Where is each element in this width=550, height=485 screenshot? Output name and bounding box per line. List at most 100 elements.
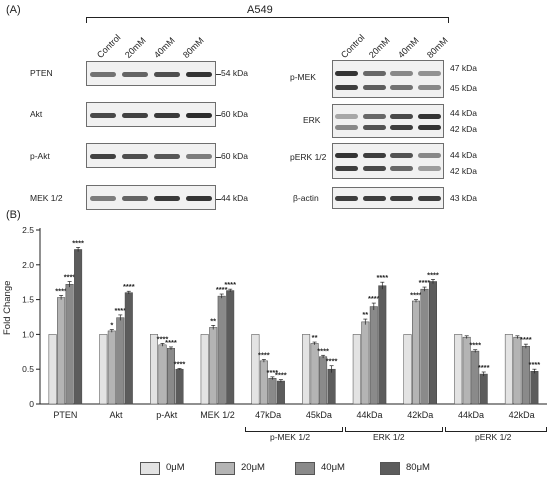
blot-band [362,196,386,201]
bar [150,334,158,405]
bar [479,373,488,405]
bar [226,290,235,405]
western-blot-pten [86,61,216,86]
legend-swatch-0um [140,462,160,475]
significance-label: **** [317,346,329,355]
bar [513,336,522,405]
y-tick-label: 1.5 [22,295,34,305]
blot-label-perk: pERK 1/2 [290,152,327,162]
bar [521,345,530,405]
cell-line-bracket [86,17,449,23]
blot-band [335,153,359,158]
x-tick-label: 42kDa [407,410,433,420]
cell-line-label: A549 [247,4,273,16]
significance-label: **** [174,360,186,369]
bar [530,371,539,405]
blot-label-erk: ERK [303,115,321,125]
mw-label-p-akt: 60 kDa [221,151,248,161]
x-tick-label: 44kDa [458,410,484,420]
significance-label: ** [362,310,368,319]
significance-label: **** [326,357,338,366]
bar [158,344,167,405]
significance-label: **** [72,238,84,247]
significance-label: **** [410,291,422,300]
significance-label: **** [427,270,439,279]
blot-band [362,166,386,171]
y-tick-label: 0 [29,399,34,409]
blot-label-akt: Akt [30,109,43,119]
legend-label-80um: 80μM [406,462,430,473]
y-tick-label: 0.5 [22,364,34,374]
western-blot-perk [332,143,444,179]
western-blot-mek [86,185,216,210]
blot-band [362,114,386,119]
blot-band [417,125,441,130]
blot-band [390,153,414,158]
significance-label: **** [469,341,481,350]
blot-band [185,72,213,77]
bracket-erk [345,427,443,432]
legend-swatch-80um [380,462,400,475]
bar [302,334,311,405]
significance-label: **** [216,285,228,294]
x-tick-label: p-Akt [156,410,178,420]
blot-band [390,196,414,201]
blot-band [335,196,359,201]
significance-label: **** [478,363,490,372]
significance-label: **** [275,371,287,380]
western-blot-p-akt [86,143,216,168]
mw-label-akt: 60 kDa [221,109,248,119]
mw-label-p-mek-bottom: 45 kDa [450,83,477,93]
bracket-label-perk: pERK 1/2 [475,432,512,442]
significance-label: **** [258,350,270,359]
mw-label-p-mek-top: 47 kDa [450,63,477,73]
x-tick-label: MEK 1/2 [200,410,235,420]
blot-band [89,154,117,159]
mw-label-pten: 54 kDa [221,68,248,78]
significance-label: **** [267,368,279,377]
blot-label-beta-actin: β-actin [293,193,319,203]
bar [116,317,125,405]
blot-band [89,72,117,77]
significance-label: **** [520,335,532,344]
mw-label-beta-actin: 43 kDa [450,193,477,203]
bar [57,297,66,405]
blot-band [362,71,386,76]
blot-band [335,85,359,90]
blot-band [153,72,181,77]
bar [361,321,370,405]
legend-swatch-20um [215,462,235,475]
bar [251,334,260,405]
significance-label: ** [312,333,318,342]
blot-band [362,153,386,158]
bar [268,377,277,405]
bracket-label-erk: ERK 1/2 [373,432,405,442]
western-blot-akt [86,102,216,127]
significance-label: ** [210,316,216,325]
bar [65,284,74,405]
bar [124,292,133,405]
bar [412,300,420,405]
blot-label-p-akt: p-Akt [30,151,50,161]
blot-band [185,154,213,159]
mw-label-perk-bottom: 42 kDa [450,166,477,176]
significance-label: **** [376,273,388,282]
blot-band [362,85,386,90]
blot-band [390,114,414,119]
bar [209,327,218,405]
significance-label: **** [529,360,541,369]
blot-band [335,71,359,76]
blot-band [390,71,414,76]
y-tick-label: 2.0 [22,260,34,270]
blot-band [335,125,359,130]
blot-label-p-mek: p-MEK [290,72,316,82]
mw-tick [216,115,221,116]
x-tick-label: 45kDa [306,410,332,420]
bar [420,288,429,405]
legend-swatch-40um [295,462,315,475]
bar [429,281,437,405]
blot-band [121,72,149,77]
blot-band [335,166,359,171]
mw-label-mek: 44 kDa [221,193,248,203]
